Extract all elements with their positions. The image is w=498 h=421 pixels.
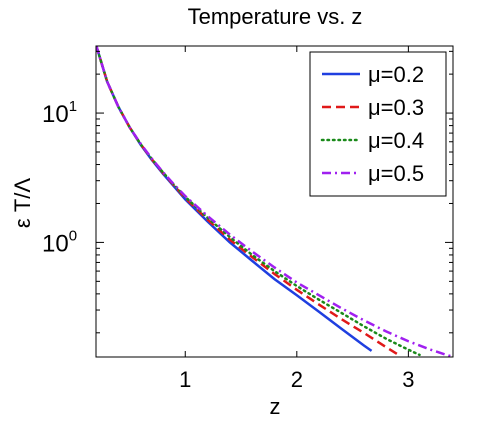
x-tick-label: 2 <box>291 367 303 392</box>
legend-label-3: μ=0.4 <box>368 128 424 153</box>
legend-label-2: μ=0.3 <box>368 95 424 120</box>
y-axis-label: ε T/Λ <box>10 178 35 228</box>
legend-label-4: μ=0.5 <box>368 161 424 186</box>
series-line-3 <box>96 46 421 357</box>
legend-label-1: μ=0.2 <box>368 62 424 87</box>
x-tick-label: 3 <box>402 367 414 392</box>
chart-title: Temperature vs. z <box>188 4 363 29</box>
x-axis-label: z <box>270 394 281 419</box>
plot-frame <box>95 45 454 358</box>
series-line-4 <box>96 46 453 357</box>
y-tick-label: 100 <box>42 227 77 257</box>
x-tick-label: 1 <box>179 367 191 392</box>
legend-box <box>309 51 447 197</box>
y-tick-label: 101 <box>42 98 77 128</box>
